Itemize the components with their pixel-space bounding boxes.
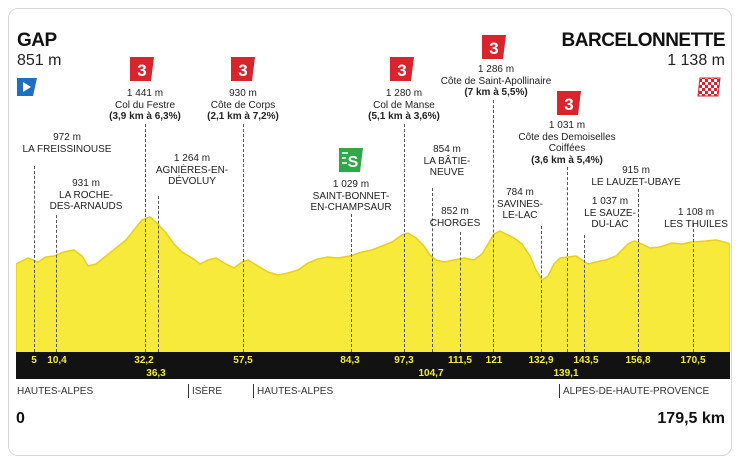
category-3-climb-icon: 3 <box>231 57 255 81</box>
place-label: 915 m LE LAUZET-UBAYE <box>591 165 681 188</box>
place-label: 1 264 m AGNIÈRES-EN- DÉVOLUY <box>155 153 229 187</box>
distance-axis-bar <box>16 352 730 379</box>
start-flag-icon <box>17 78 37 96</box>
region-label: HAUTES-ALPES <box>257 386 334 397</box>
climb-label: 1 280 m Col de Manse (5,1 km à 3,6%) <box>368 88 440 122</box>
km-marker: 84,3 <box>340 355 360 366</box>
climb-label: 1 286 m Côte de Saint-Apollinaire (7 km à … <box>440 64 552 98</box>
start-town: GAP <box>17 30 57 51</box>
climb-category: 3 <box>397 61 406 80</box>
finish-town: BARCELONNETTE <box>561 30 726 51</box>
region-separator <box>559 384 560 398</box>
place-label: 931 m LA ROCHE- DES-ARNAUDS <box>49 178 123 212</box>
km-marker: 97,3 <box>394 355 414 366</box>
km-marker: 156,8 <box>625 355 651 366</box>
category-3-climb-icon: 3 <box>130 57 154 81</box>
category-3-climb-icon: 3 <box>482 35 506 59</box>
place-label: 972 m LA FREISSINOUSE <box>22 132 112 155</box>
marker-line <box>243 124 244 352</box>
elevation-profile <box>16 216 730 353</box>
climb-category: 3 <box>489 39 498 58</box>
finish-altitude: 1 138 m <box>667 52 725 69</box>
marker-line <box>584 235 585 352</box>
climb-category: 3 <box>137 61 146 80</box>
region-label: ALPES-DE-HAUTE-PROVENCE <box>563 386 710 397</box>
climb-label: 1 031 m Côte des Demoiselles Coiffées (3,6 … <box>518 120 616 166</box>
sprint-place-label: 1 029 m SAINT-BONNET- EN-CHAMPSAUR <box>310 179 392 213</box>
distance-total: 179,5 km <box>657 410 725 427</box>
climb-category: 3 <box>238 61 247 80</box>
marker-line <box>432 188 433 352</box>
climb-category: 3 <box>564 95 573 114</box>
region-label: HAUTES-ALPES <box>17 386 94 397</box>
place-label: 854 m LA BÂTIE- NEUVE <box>423 144 471 178</box>
marker-line <box>351 214 352 352</box>
category-3-climb-icon: 3 <box>390 57 414 81</box>
sprint-label: S <box>348 154 359 171</box>
marker-line <box>145 124 146 352</box>
marker-line <box>541 226 542 352</box>
marker-line <box>493 100 494 352</box>
marker-line <box>34 166 35 352</box>
km-marker: 170,5 <box>680 355 706 366</box>
km-marker: 139,1 <box>553 368 579 379</box>
finish-flag-icon <box>697 77 721 97</box>
marker-line <box>638 189 639 352</box>
climb-label: 930 m Côte de Corps (2,1 km à 7,2%) <box>207 88 279 122</box>
place-label: 1 037 m LE SAUZE- DU-LAC <box>584 196 636 230</box>
marker-line <box>567 167 568 352</box>
place-label: 1 108 m LES THUILES <box>664 207 728 230</box>
intermediate-sprint-icon: S <box>339 148 363 172</box>
km-marker: 36,3 <box>146 368 166 379</box>
km-marker: 104,7 <box>418 368 444 379</box>
km-marker: 57,5 <box>233 355 253 366</box>
marker-line <box>693 224 694 352</box>
marker-line <box>404 124 405 352</box>
category-3-climb-icon: 3 <box>557 91 581 115</box>
km-marker: 10,4 <box>47 355 67 366</box>
climb-label: 1 441 m Col du Festre (3,9 km à 6,3%) <box>109 88 181 122</box>
km-marker: 5 <box>31 355 37 366</box>
place-label: 852 m CHORGES <box>429 206 481 229</box>
km-marker: 32,2 <box>134 355 154 366</box>
region-separator <box>253 384 254 398</box>
marker-line <box>460 232 461 352</box>
km-marker: 111,5 <box>448 355 472 366</box>
region-separator <box>188 384 189 398</box>
km-marker: 132,9 <box>528 355 554 366</box>
region-label: ISÈRE <box>192 386 223 397</box>
start-altitude: 851 m <box>17 52 62 69</box>
distance-start: 0 <box>16 410 25 427</box>
place-label: 784 m SAVINES- LE-LAC <box>497 187 543 221</box>
marker-line <box>158 196 159 352</box>
km-marker: 121 <box>485 355 503 366</box>
km-marker: 143,5 <box>573 355 599 366</box>
stage-profile-card <box>8 8 732 456</box>
marker-line <box>56 215 57 352</box>
